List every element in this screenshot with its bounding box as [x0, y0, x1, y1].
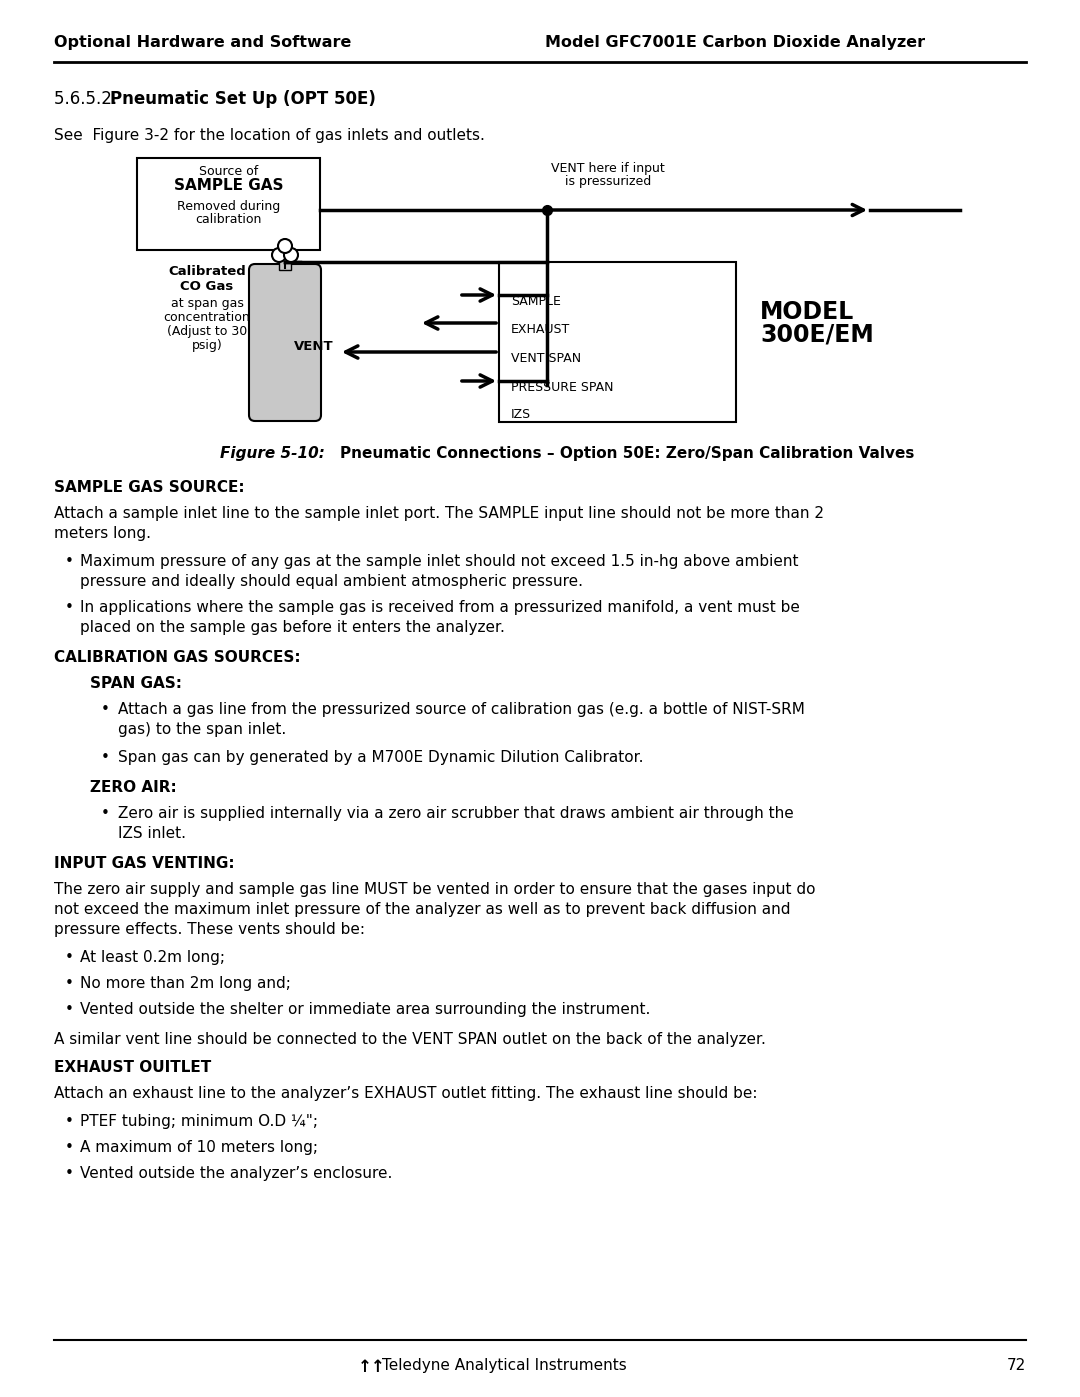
Text: VENT: VENT — [295, 339, 334, 353]
Text: A maximum of 10 meters long;: A maximum of 10 meters long; — [80, 1140, 318, 1155]
Text: Zero air is supplied internally via a zero air scrubber that draws ambient air t: Zero air is supplied internally via a ze… — [118, 806, 794, 821]
Circle shape — [278, 239, 292, 253]
Text: •: • — [65, 1166, 75, 1180]
Text: PRESSURE SPAN: PRESSURE SPAN — [511, 381, 613, 394]
Text: 72: 72 — [1007, 1358, 1026, 1373]
Text: Attach a sample inlet line to the sample inlet port. The SAMPLE input line shoul: Attach a sample inlet line to the sample… — [54, 506, 824, 521]
Text: ZERO AIR:: ZERO AIR: — [90, 780, 177, 795]
Text: In applications where the sample gas is received from a pressurized manifold, a : In applications where the sample gas is … — [80, 599, 800, 615]
Text: At least 0.2m long;: At least 0.2m long; — [80, 950, 225, 965]
Text: INPUT GAS VENTING:: INPUT GAS VENTING: — [54, 856, 234, 870]
Bar — [137, 158, 320, 250]
Text: 5.6.5.2.: 5.6.5.2. — [54, 89, 122, 108]
Text: is pressurized: is pressurized — [565, 175, 651, 189]
Text: •: • — [65, 977, 75, 990]
Text: (Adjust to 30: (Adjust to 30 — [167, 326, 247, 338]
Text: Vented outside the analyzer’s enclosure.: Vented outside the analyzer’s enclosure. — [80, 1166, 392, 1180]
Text: Figure 5-10:: Figure 5-10: — [220, 446, 325, 461]
Text: Optional Hardware and Software: Optional Hardware and Software — [54, 35, 351, 50]
Text: CO Gas: CO Gas — [180, 279, 233, 293]
Text: No more than 2m long and;: No more than 2m long and; — [80, 977, 291, 990]
Text: pressure effects. These vents should be:: pressure effects. These vents should be: — [54, 922, 365, 937]
Text: calibration: calibration — [195, 212, 261, 226]
Text: pressure and ideally should equal ambient atmospheric pressure.: pressure and ideally should equal ambien… — [80, 574, 583, 590]
Text: Model GFC7001E Carbon Dioxide Analyzer: Model GFC7001E Carbon Dioxide Analyzer — [545, 35, 926, 50]
FancyBboxPatch shape — [249, 264, 321, 420]
Text: •: • — [102, 703, 110, 717]
Text: •: • — [65, 599, 75, 615]
Bar — [279, 256, 291, 270]
Text: •: • — [65, 950, 75, 965]
Text: VENT here if input: VENT here if input — [551, 162, 665, 175]
Text: •: • — [102, 750, 110, 766]
Text: MODEL: MODEL — [760, 300, 854, 324]
Text: EXHAUST OUITLET: EXHAUST OUITLET — [54, 1060, 212, 1076]
Text: SAMPLE: SAMPLE — [511, 295, 561, 307]
Text: Source of: Source of — [199, 165, 258, 177]
Text: concentration: concentration — [164, 312, 251, 324]
Text: IZS inlet.: IZS inlet. — [118, 826, 186, 841]
Text: Attach an exhaust line to the analyzer’s EXHAUST outlet fitting. The exhaust lin: Attach an exhaust line to the analyzer’s… — [54, 1085, 757, 1101]
Text: psig): psig) — [191, 339, 222, 352]
Text: Pneumatic Connections – Option 50E: Zero/Span Calibration Valves: Pneumatic Connections – Option 50E: Zero… — [340, 446, 915, 461]
Text: PTEF tubing; minimum O.D ¼";: PTEF tubing; minimum O.D ¼"; — [80, 1113, 318, 1129]
Text: at span gas: at span gas — [171, 298, 243, 310]
Bar — [499, 263, 735, 422]
Circle shape — [272, 249, 286, 263]
Text: See  Figure 3-2 for the location of gas inlets and outlets.: See Figure 3-2 for the location of gas i… — [54, 129, 485, 142]
Text: The zero air supply and sample gas line MUST be vented in order to ensure that t: The zero air supply and sample gas line … — [54, 882, 815, 897]
Text: SAMPLE GAS SOURCE:: SAMPLE GAS SOURCE: — [54, 481, 245, 495]
Text: Teledyne Analytical Instruments: Teledyne Analytical Instruments — [382, 1358, 626, 1373]
Text: •: • — [65, 1140, 75, 1155]
Text: ↑↑: ↑↑ — [357, 1358, 386, 1376]
Text: Pneumatic Set Up (OPT 50E): Pneumatic Set Up (OPT 50E) — [110, 89, 376, 108]
Text: Vented outside the shelter or immediate area surrounding the instrument.: Vented outside the shelter or immediate … — [80, 1002, 650, 1017]
Text: •: • — [65, 1113, 75, 1129]
Text: •: • — [102, 806, 110, 821]
Text: EXHAUST: EXHAUST — [511, 323, 570, 337]
Text: meters long.: meters long. — [54, 527, 151, 541]
Text: A similar vent line should be connected to the VENT SPAN outlet on the back of t: A similar vent line should be connected … — [54, 1032, 766, 1046]
Text: Removed during: Removed during — [177, 200, 280, 212]
Text: CALIBRATION GAS SOURCES:: CALIBRATION GAS SOURCES: — [54, 650, 300, 665]
Circle shape — [284, 249, 298, 263]
Text: placed on the sample gas before it enters the analyzer.: placed on the sample gas before it enter… — [80, 620, 504, 636]
Text: SPAN GAS:: SPAN GAS: — [90, 676, 183, 692]
Text: IZS: IZS — [511, 408, 531, 420]
Text: Attach a gas line from the pressurized source of calibration gas (e.g. a bottle : Attach a gas line from the pressurized s… — [118, 703, 805, 717]
Text: gas) to the span inlet.: gas) to the span inlet. — [118, 722, 286, 738]
Text: •: • — [65, 1002, 75, 1017]
Text: VENT SPAN: VENT SPAN — [511, 352, 581, 365]
Text: 300E/EM: 300E/EM — [760, 321, 874, 346]
Text: not exceed the maximum inlet pressure of the analyzer as well as to prevent back: not exceed the maximum inlet pressure of… — [54, 902, 791, 916]
Text: Maximum pressure of any gas at the sample inlet should not exceed 1.5 in-hg abov: Maximum pressure of any gas at the sampl… — [80, 555, 798, 569]
Text: Span gas can by generated by a M700E Dynamic Dilution Calibrator.: Span gas can by generated by a M700E Dyn… — [118, 750, 644, 766]
Text: •: • — [65, 555, 75, 569]
Text: SAMPLE GAS: SAMPLE GAS — [174, 177, 283, 193]
Text: Calibrated: Calibrated — [168, 265, 246, 278]
